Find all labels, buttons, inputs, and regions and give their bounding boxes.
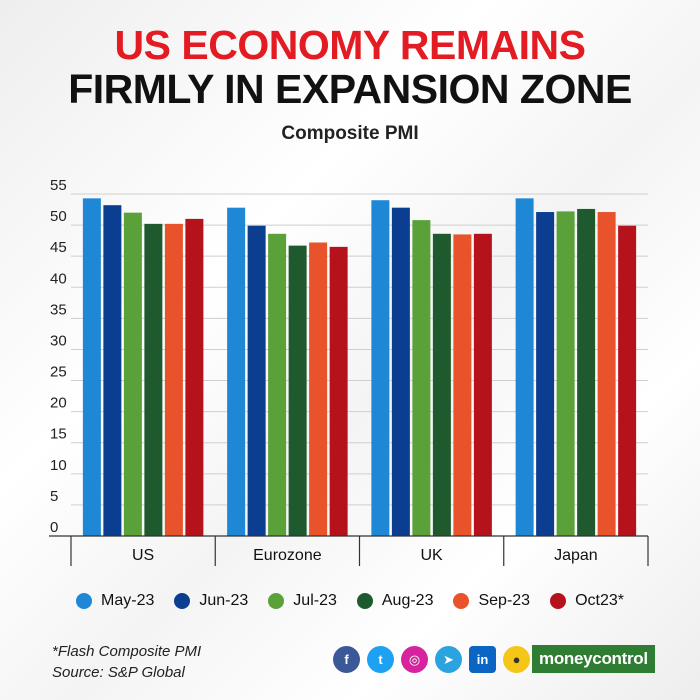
bar-eurozone-jul-23 — [268, 233, 287, 536]
bar-us-jul-23 — [123, 212, 142, 536]
y-tick-label: 35 — [50, 301, 67, 318]
legend-item: Jul-23 — [268, 592, 337, 610]
bar-japan-may-23 — [515, 198, 534, 536]
bar-eurozone-jun-23 — [247, 225, 266, 536]
bar-japan-aug-23 — [577, 208, 596, 536]
legend-label: Jun-23 — [199, 592, 249, 609]
legend-swatch — [453, 593, 470, 609]
legend-item: Oct23* — [550, 592, 624, 610]
y-tick-label: 0 — [50, 519, 58, 536]
bar-us-jun-23 — [103, 205, 122, 536]
legend-swatch — [356, 593, 373, 609]
twitter-icon[interactable]: t — [367, 646, 394, 673]
y-tick-label: 5 — [50, 488, 58, 505]
bar-uk-may-23 — [371, 200, 390, 536]
legend-label: Oct23* — [575, 592, 624, 609]
title-line-2: FIRMLY IN EXPANSION ZONE — [68, 66, 632, 112]
legend-swatch — [76, 593, 93, 609]
bar-eurozone-aug-23 — [288, 245, 307, 536]
bar-eurozone-may-23 — [227, 207, 246, 536]
bar-japan-jul-23 — [556, 211, 575, 537]
bar-uk-jun-23 — [391, 207, 410, 536]
legend-swatch — [550, 593, 567, 609]
bar-japan-sep-23 — [597, 212, 616, 537]
koo-icon[interactable]: ● — [503, 646, 530, 673]
bar-uk-jul-23 — [412, 220, 431, 536]
bar-japan-oct23- — [618, 225, 637, 536]
bar-chart: 0 5 10 15 20 25 30 35 40 45 50 55 US Eurozone UK Japan — [49, 177, 649, 566]
y-tick-label: 25 — [50, 364, 67, 381]
bar-uk-aug-23 — [432, 233, 451, 536]
bar-japan-jun-23 — [536, 212, 555, 537]
legend-label: May-23 — [101, 592, 155, 609]
bar-eurozone-sep-23 — [309, 242, 328, 536]
legend-swatch — [268, 593, 285, 609]
y-tick-label: 30 — [50, 332, 67, 349]
x-category-label: Japan — [554, 547, 598, 564]
bar-us-aug-23 — [144, 223, 163, 536]
y-tick-label: 40 — [50, 270, 67, 287]
legend-swatch — [174, 593, 191, 609]
bar-uk-oct23- — [473, 233, 492, 536]
legend-label: Aug-23 — [381, 592, 434, 609]
y-tick-label: 45 — [50, 239, 67, 256]
bar-uk-sep-23 — [453, 234, 472, 536]
legend-item: Sep-23 — [453, 592, 530, 610]
telegram-icon[interactable]: ➤ — [435, 646, 462, 673]
legend-label: Sep-23 — [478, 592, 531, 609]
instagram-icon[interactable]: ◎ — [401, 646, 428, 673]
bar-us-may-23 — [82, 198, 101, 536]
title-line-1: US ECONOMY REMAINS — [114, 22, 586, 68]
x-category-label: UK — [421, 547, 444, 564]
y-tick-label: 50 — [50, 208, 67, 225]
facebook-icon[interactable]: f — [333, 646, 360, 673]
chart-legend: May-23 Jun-23 Jul-23 Aug-23 Sep-23 Oct23* — [0, 592, 700, 610]
x-category-label: Eurozone — [253, 547, 322, 564]
linkedin-icon[interactable]: in — [469, 646, 496, 673]
moneycontrol-logo[interactable]: money control — [532, 645, 655, 673]
y-tick-label: 15 — [50, 426, 67, 443]
x-category-label: US — [132, 547, 154, 564]
legend-item: May-23 — [76, 592, 154, 610]
bar-us-sep-23 — [164, 223, 183, 536]
brand-part-1: money — [539, 649, 593, 668]
y-tick-label: 20 — [50, 395, 67, 412]
y-tick-label: 10 — [50, 457, 67, 474]
brand-part-2: control — [592, 649, 648, 668]
source-note: Source: S&P Global — [52, 664, 185, 681]
social-links: f t ◎ ➤ in ● — [333, 646, 530, 673]
legend-item: Aug-23 — [356, 592, 434, 610]
bar-us-oct23- — [185, 218, 204, 536]
legend-item: Jun-23 — [174, 592, 248, 610]
bar-eurozone-oct23- — [329, 246, 348, 536]
footnote: *Flash Composite PMI — [52, 643, 202, 660]
legend-label: Jul-23 — [293, 592, 337, 609]
y-tick-label: 55 — [50, 177, 67, 194]
chart-subtitle: Composite PMI — [281, 123, 419, 144]
